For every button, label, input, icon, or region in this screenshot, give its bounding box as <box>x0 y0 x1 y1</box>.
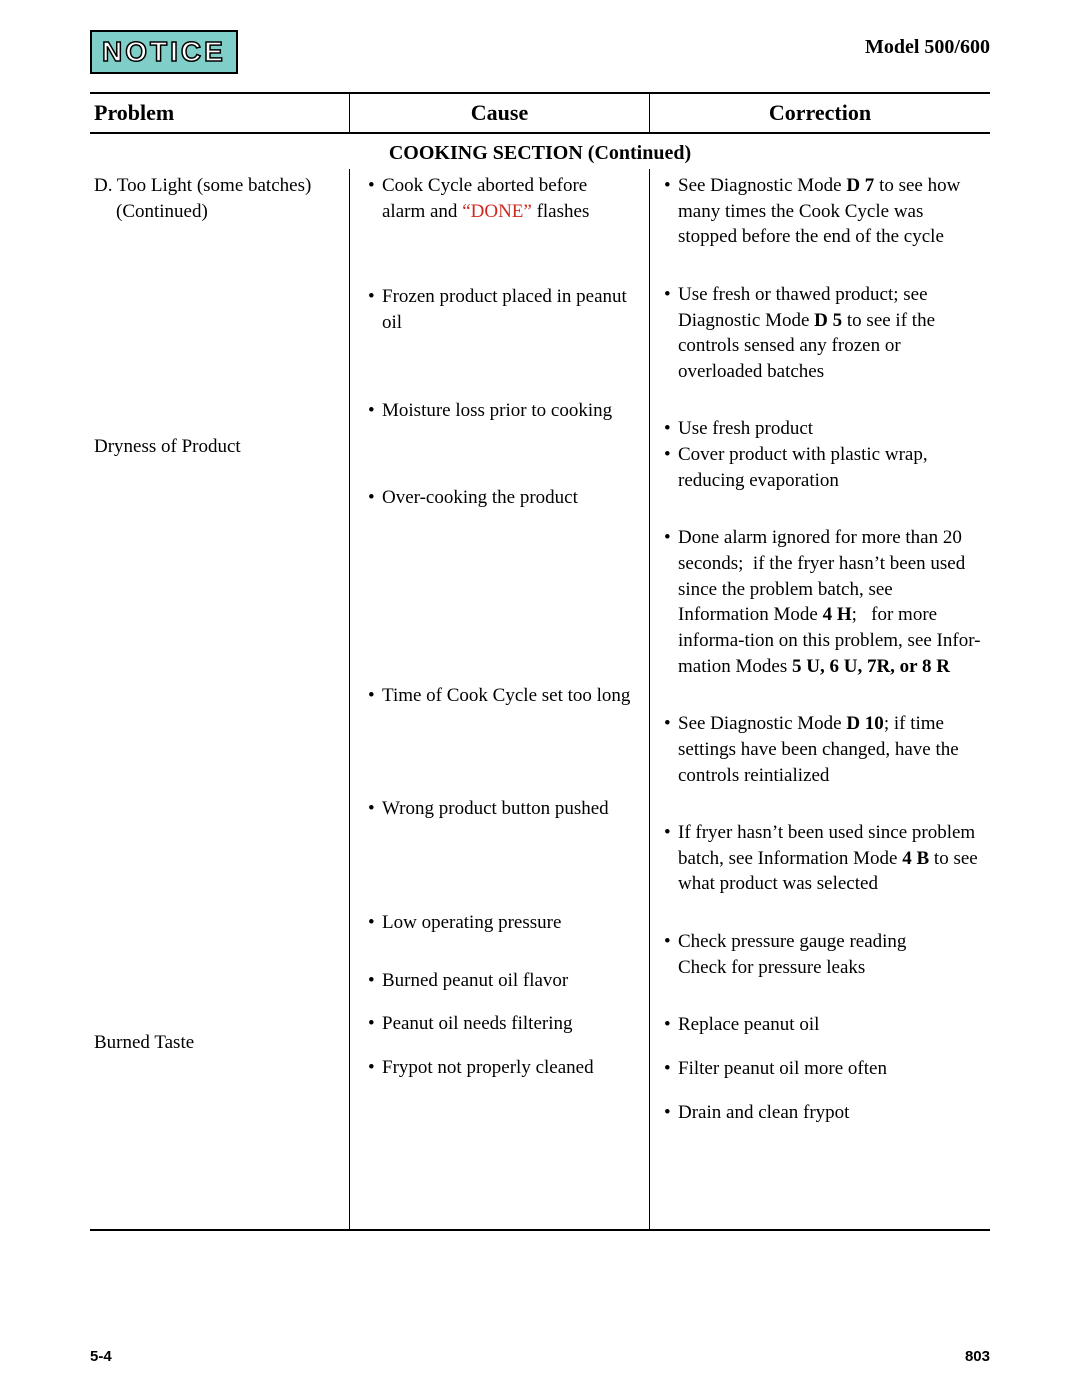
correction-entry: •Replace peanut oil <box>664 1012 986 1038</box>
cause-entry: •Cook Cycle aborted before alarm and “DO… <box>368 173 635 224</box>
problem-entry: Burned Taste <box>94 1030 343 1056</box>
cause-entry: •Frozen product placed in peanut oil <box>368 284 635 335</box>
cause-entry: •Frypot not properly cleaned <box>368 1055 635 1081</box>
problem-column: D. Too Light (some batches)(Continued) Dr… <box>90 169 350 1229</box>
correction-entry: •See Diagnostic Mode D 7 to see how many… <box>664 173 986 250</box>
cause-entry: •Wrong product button pushed <box>368 796 635 822</box>
problem-entry: Dryness of Product <box>94 434 343 460</box>
correction-entry: •See Diagnostic Mode D 10; if time setti… <box>664 711 986 788</box>
cause-column: •Cook Cycle aborted before alarm and “DO… <box>350 169 650 1229</box>
problem-entry: D. Too Light (some batches)(Continued) <box>94 173 343 224</box>
correction-entry: •Cover product with plastic wrap, reduci… <box>664 442 986 493</box>
correction-entry: •Use fresh product <box>664 416 986 442</box>
cause-entry: •Peanut oil needs filtering <box>368 1011 635 1037</box>
page: NOTICE Model 500/600 Problem Cause Corre… <box>0 0 1080 1397</box>
troubleshooting-table: Problem Cause Correction COOKING SECTION… <box>90 92 990 1231</box>
table-body: D. Too Light (some batches)(Continued) Dr… <box>90 169 990 1229</box>
footer-page-right: 803 <box>965 1348 990 1365</box>
page-header: NOTICE Model 500/600 <box>90 30 990 74</box>
cause-entry: •Time of Cook Cycle set too long <box>368 683 635 709</box>
cause-entry: •Burned peanut oil flavor <box>368 968 635 994</box>
correction-entry: Check for pressure leaks <box>664 955 986 981</box>
model-label: Model 500/600 <box>865 36 990 59</box>
correction-entry: •Filter peanut oil more often <box>664 1056 986 1082</box>
table-header-row: Problem Cause Correction <box>90 94 990 134</box>
footer-page-left: 5-4 <box>90 1348 112 1365</box>
col-header-problem: Problem <box>90 94 350 132</box>
notice-badge: NOTICE <box>90 30 238 74</box>
col-header-correction: Correction <box>650 94 990 132</box>
cause-entry: •Low operating pressure <box>368 910 635 936</box>
correction-entry: •Done alarm ignored for more than 20 sec… <box>664 525 986 679</box>
correction-entry: •Drain and clean frypot <box>664 1100 986 1126</box>
correction-entry: •If fryer hasn’t been used since problem… <box>664 820 986 897</box>
cause-entry: •Over-cooking the product <box>368 485 635 511</box>
page-footer: 5-4 803 <box>90 1348 990 1365</box>
correction-column: •See Diagnostic Mode D 7 to see how many… <box>650 169 990 1229</box>
col-header-cause: Cause <box>350 94 650 132</box>
section-title: COOKING SECTION (Continued) <box>90 134 990 169</box>
correction-entry: •Use fresh or thawed product; see Diagno… <box>664 282 986 385</box>
cause-entry: •Moisture loss prior to cooking <box>368 398 635 424</box>
correction-entry: •Check pressure gauge reading <box>664 929 986 955</box>
